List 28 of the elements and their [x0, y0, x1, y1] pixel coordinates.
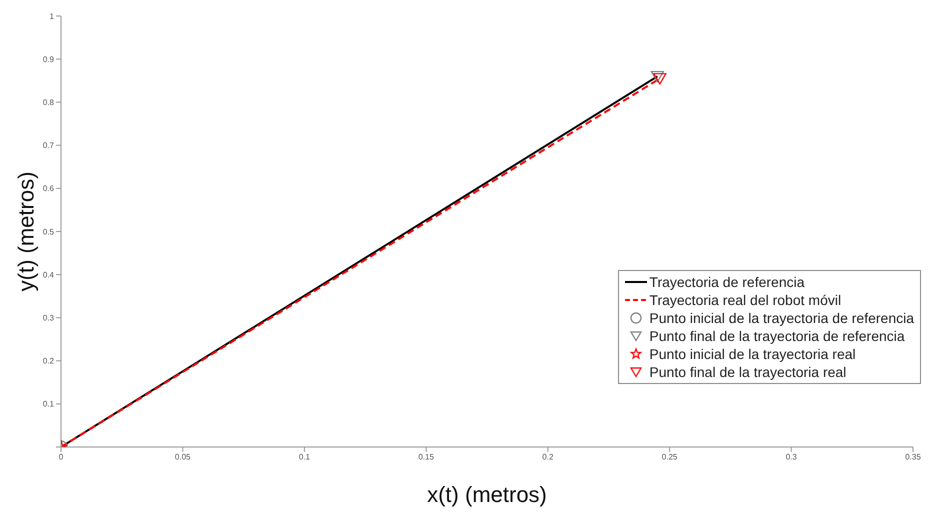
y-tick-label: 0.2 [42, 356, 55, 366]
legend-label: Punto inicial de la trayectoria real [649, 345, 856, 363]
y-tick-label: 0.7 [42, 141, 55, 150]
y-tick-label: 0.1 [42, 400, 55, 409]
y-axis-title: y(t) (metros) [14, 172, 38, 292]
x-tick-label: 0.3 [786, 452, 798, 462]
y-tick-label: 0.6 [42, 184, 55, 194]
x-tick-label: 0.35 [905, 452, 922, 462]
y-tick-label: 0.8 [42, 98, 55, 108]
x-tick-label: 0 [58, 452, 64, 462]
legend-label: Trayectoria de referencia [649, 273, 805, 291]
x-axis-title: x(t) (metros) [427, 482, 547, 507]
x-tick-label: 0.25 [662, 452, 678, 462]
legend-label: Punto final de la trayectoria de referencia [649, 327, 905, 345]
legend-label: Punto inicial de la trayectoria de referencia [649, 309, 914, 327]
x-tick-label: 0.2 [542, 452, 554, 462]
y-tick-label: 0.4 [42, 270, 55, 280]
y-tick-label: 0.3 [42, 314, 55, 323]
y-tick-label: 0.9 [42, 54, 55, 64]
point [650, 70, 664, 82]
x-tick-label: 0.05 [174, 452, 192, 462]
x-tick-label: 0.1 [298, 452, 311, 462]
legend-label: Punto final de la trayectoria real [649, 363, 846, 381]
point [653, 73, 666, 84]
y-tick-label: 0.5 [42, 227, 55, 236]
y-tick-label: 1 [50, 12, 55, 21]
legend-label: Trayectoria real del robot móvil [649, 291, 842, 309]
x-tick-label: 0.15 [418, 452, 434, 462]
